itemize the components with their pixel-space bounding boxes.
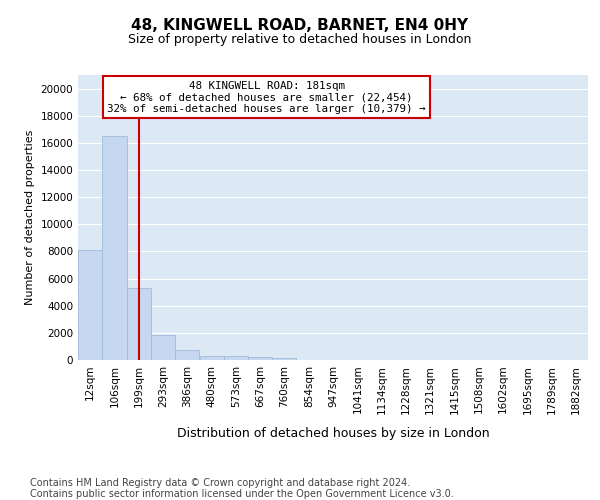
- Bar: [78, 250, 102, 360]
- Text: Contains HM Land Registry data © Crown copyright and database right 2024.
Contai: Contains HM Land Registry data © Crown c…: [30, 478, 454, 499]
- Text: 48, KINGWELL ROAD, BARNET, EN4 0HY: 48, KINGWELL ROAD, BARNET, EN4 0HY: [131, 18, 469, 32]
- Y-axis label: Number of detached properties: Number of detached properties: [25, 130, 35, 305]
- Bar: [127, 288, 151, 360]
- Bar: [151, 335, 175, 360]
- Text: Size of property relative to detached houses in London: Size of property relative to detached ho…: [128, 32, 472, 46]
- Bar: [248, 357, 272, 360]
- Text: 48 KINGWELL ROAD: 181sqm
← 68% of detached houses are smaller (22,454)
32% of se: 48 KINGWELL ROAD: 181sqm ← 68% of detach…: [107, 80, 426, 114]
- Bar: [200, 356, 224, 360]
- Bar: [224, 356, 248, 360]
- Bar: [103, 136, 127, 360]
- Bar: [175, 350, 199, 360]
- X-axis label: Distribution of detached houses by size in London: Distribution of detached houses by size …: [176, 428, 490, 440]
- Bar: [272, 358, 296, 360]
